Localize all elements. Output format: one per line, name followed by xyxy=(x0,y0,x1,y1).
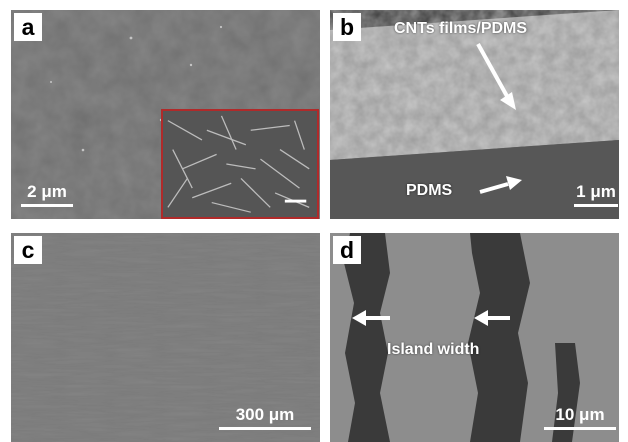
panel-c-scale-label: 300 μm xyxy=(235,405,295,424)
panel-d-scale-bar xyxy=(544,427,616,430)
panel-d-crack-middle xyxy=(468,233,530,442)
panel-b-annotation-pdms: PDMS xyxy=(406,182,453,199)
panel-b-micrograph xyxy=(330,10,619,219)
panel-b-annotation-cnt: CNTs films/PDMS xyxy=(394,20,528,37)
panel-a-label: a xyxy=(14,13,42,41)
panel-a-scale-bar xyxy=(21,204,73,207)
panel-a: a 2 μm xyxy=(11,10,320,219)
panel-d-crack-right xyxy=(552,343,580,442)
panel-b-scale-bar xyxy=(574,204,618,207)
panel-d-micrograph xyxy=(330,233,619,442)
panel-a-inset-micrograph xyxy=(163,111,317,217)
panel-d-crack-left xyxy=(344,233,390,442)
panel-d: d Island width 10 μm xyxy=(330,233,619,442)
panel-d-label: d xyxy=(333,236,361,264)
panel-c-scale-bar xyxy=(219,427,311,430)
panel-d-annotation: Island width xyxy=(387,341,480,358)
panel-c-scalebar: 300 μm xyxy=(219,405,311,430)
panel-b-scalebar: 1 μm xyxy=(574,182,618,207)
panel-a-inset xyxy=(161,109,319,219)
panel-d-scale-label: 10 μm xyxy=(555,405,605,424)
panel-a-scalebar: 2 μm xyxy=(21,182,73,207)
panel-c: c 300 μm xyxy=(11,233,320,442)
panel-b: b CNTs films/PDMS PDMS 1 μm xyxy=(330,10,619,219)
panel-c-micrograph xyxy=(11,233,320,442)
panel-b-label: b xyxy=(333,13,361,41)
panel-b-scale-label: 1 μm xyxy=(576,182,616,201)
panel-c-label: c xyxy=(14,236,42,264)
panel-a-scale-label: 2 μm xyxy=(27,182,67,201)
panel-d-scalebar: 10 μm xyxy=(544,405,616,430)
